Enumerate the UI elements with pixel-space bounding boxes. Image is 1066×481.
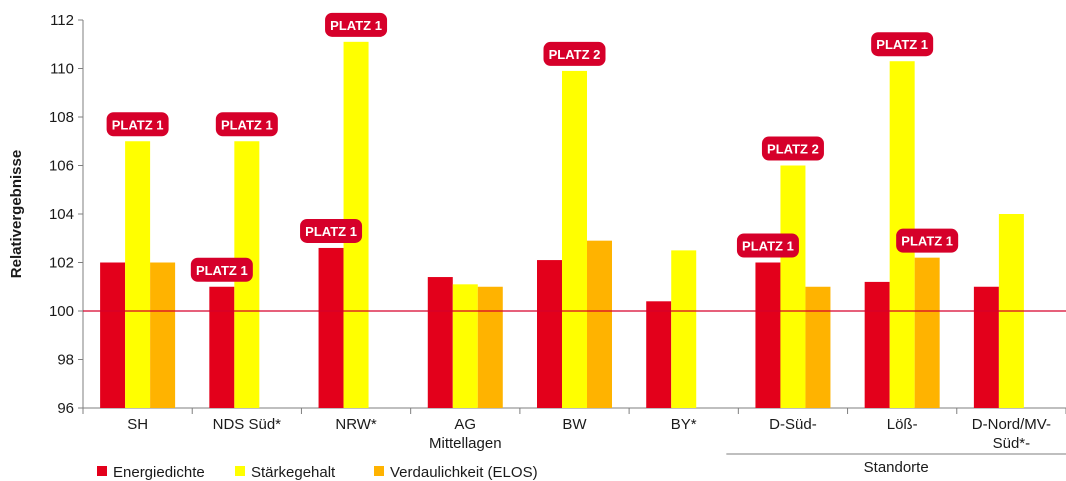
bar-1-3 [318,247,344,408]
rank-badge [215,112,278,137]
bar-2-6 [671,250,697,408]
y-tick-label: 100 [49,303,74,320]
bar-1-9 [973,286,999,408]
legend-label-3: Verdaulichkeit (ELOS) [390,464,538,481]
bar-2-7 [780,165,806,408]
rank-badge-label: PLATZ 2 [767,142,819,157]
rank-badge-label: PLATZ 1 [330,18,382,33]
bar-1-7 [755,262,781,408]
bar-1-5 [537,260,562,408]
rank-badge-label: PLATZ 1 [901,234,953,249]
y-tick-label: 102 [49,255,74,272]
bar-3-7 [805,286,831,408]
y-tick-label: 108 [49,109,74,126]
bar-3-4 [477,286,503,408]
rank-badge-label: PLATZ 2 [549,47,601,62]
legend-swatch-2 [235,466,245,476]
y-axis-title: Relativergebnisse [8,150,25,278]
category-label: SH [127,416,148,433]
y-tick-label: 112 [50,12,74,29]
rank-badge-label: PLATZ 1 [221,117,273,132]
category-label: NRW* [335,416,377,433]
y-tick-label: 104 [49,206,74,223]
bar-2-4 [452,284,478,408]
category-label: Löß- [887,416,918,433]
rank-badge [871,32,934,57]
rank-badge-label: PLATZ 1 [112,117,164,132]
y-tick-label: 96 [57,400,74,417]
rank-badge [543,41,606,66]
bar-2-1 [125,141,151,408]
bar-2-5 [562,70,587,409]
group-label: Standorte [864,459,929,476]
bar-1-8 [864,281,890,408]
legend-swatch-3 [374,466,384,476]
category-label: D-Nord/MV- [972,416,1051,433]
legend-label-2: Stärkegehalt [251,464,336,481]
rank-badge [106,112,169,137]
bar-1-2 [209,286,235,408]
rank-badge-label: PLATZ 1 [742,239,794,254]
bar-3-1 [150,262,176,408]
category-label: Mittellagen [429,435,502,452]
category-label: Süd*- [993,435,1031,452]
legend-swatch-1 [97,466,107,476]
bar-1-1 [100,262,126,408]
rank-badge [190,257,253,282]
bar-3-5 [587,240,612,408]
rank-badge [761,136,824,161]
rank-badge-label: PLATZ 1 [305,224,357,239]
bar-3-8 [914,257,940,408]
category-label: D-Süd- [769,416,817,433]
category-label: BW [562,416,587,433]
bar-1-6 [646,301,672,408]
rank-badge [896,228,959,253]
y-tick-label: 106 [49,158,74,175]
category-label: BY* [671,416,697,433]
rank-badge [300,218,363,243]
category-label: AG [454,416,476,433]
y-tick-label: 110 [50,61,74,78]
rank-badge-label: PLATZ 1 [876,37,928,52]
y-tick-label: 98 [57,352,74,369]
bar-1-4 [427,277,453,408]
rank-badge-label: PLATZ 1 [196,263,248,278]
legend-label-1: Energiedichte [113,464,205,481]
rank-badge [325,12,388,37]
rank-badge [736,233,799,258]
category-label: NDS Süd* [213,416,282,433]
